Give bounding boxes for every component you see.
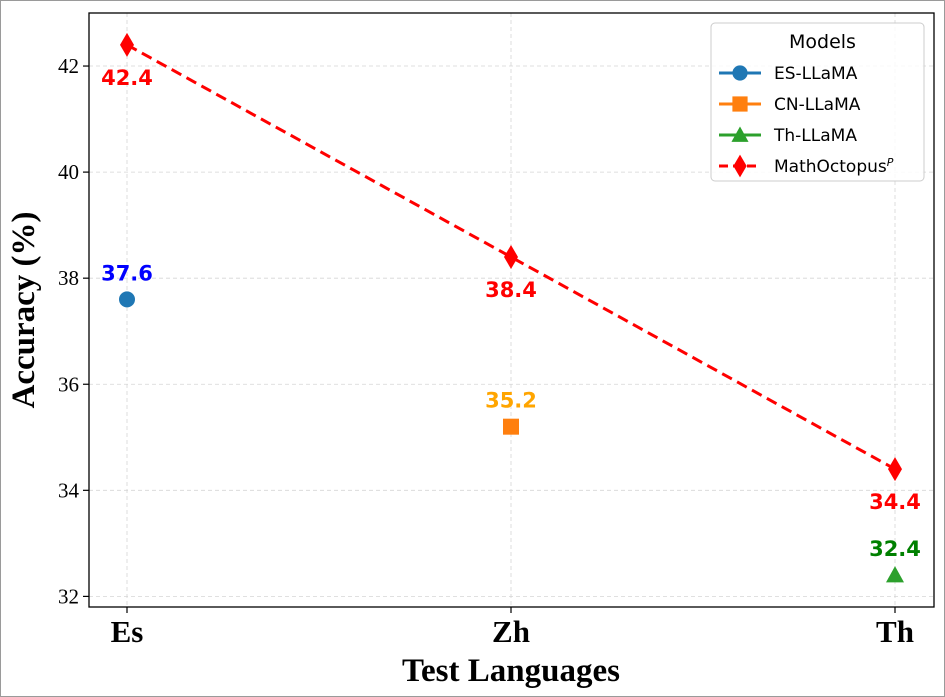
y-tick-label-40: 40 — [58, 160, 79, 184]
x-axis-title: Test Languages — [402, 653, 620, 689]
series-lines — [126, 43, 896, 471]
legend-marker-1 — [732, 96, 748, 112]
data-label-3-Zh: 38.4 — [485, 278, 537, 302]
legend-marker-0 — [732, 65, 748, 81]
y-tick-label-36: 36 — [58, 372, 79, 396]
series-markers — [119, 32, 904, 583]
marker-1-Zh — [503, 418, 519, 435]
x-tick-label-Es: Es — [111, 614, 144, 649]
data-label-0-Es: 37.6 — [101, 261, 153, 285]
marker-2-Th — [886, 566, 904, 583]
legend-label-1: CN-LLaMA — [774, 95, 861, 115]
x-tick-label-Zh: Zh — [492, 614, 530, 649]
legend-marker-2 — [731, 126, 749, 142]
y-tick-label-34: 34 — [58, 478, 80, 502]
legend: Models ES-LLaMA CN-LLaMA Th-LLaMA MathOctopu… — [710, 22, 925, 182]
legend-label-0: ES-LLaMA — [774, 64, 858, 84]
legend-label-2: Th-LLaMA — [773, 126, 857, 146]
marker-0-Es — [119, 291, 135, 308]
data-label-3-Th: 34.4 — [869, 490, 921, 514]
axis-ticks: 32 34 36 38 40 42 Es Zh Th — [58, 54, 914, 649]
y-tick-label-42: 42 — [58, 54, 79, 78]
marker-3-Es — [120, 32, 134, 57]
legend-box — [710, 22, 925, 182]
data-label-2-Th: 32.4 — [869, 537, 921, 561]
legend-marker-3 — [733, 154, 747, 178]
x-tick-label-Th: Th — [876, 614, 914, 649]
data-label-3-Es: 42.4 — [101, 66, 153, 90]
y-axis-title: Accuracy (%) — [6, 211, 42, 408]
marker-3-Zh — [504, 244, 518, 269]
data-labels: 37.6 35.2 32.4 42.4 38.4 34.4 — [101, 66, 921, 561]
y-tick-label-38: 38 — [58, 266, 79, 290]
legend-label-superscript-3: P — [887, 156, 894, 169]
marker-3-Th — [888, 457, 902, 482]
legend-label-3: MathOctopusP — [774, 156, 894, 178]
legend-title: Models — [789, 31, 856, 53]
y-tick-label-32: 32 — [58, 584, 79, 608]
series-line-3 — [126, 43, 896, 471]
data-label-1-Zh: 35.2 — [485, 389, 537, 413]
